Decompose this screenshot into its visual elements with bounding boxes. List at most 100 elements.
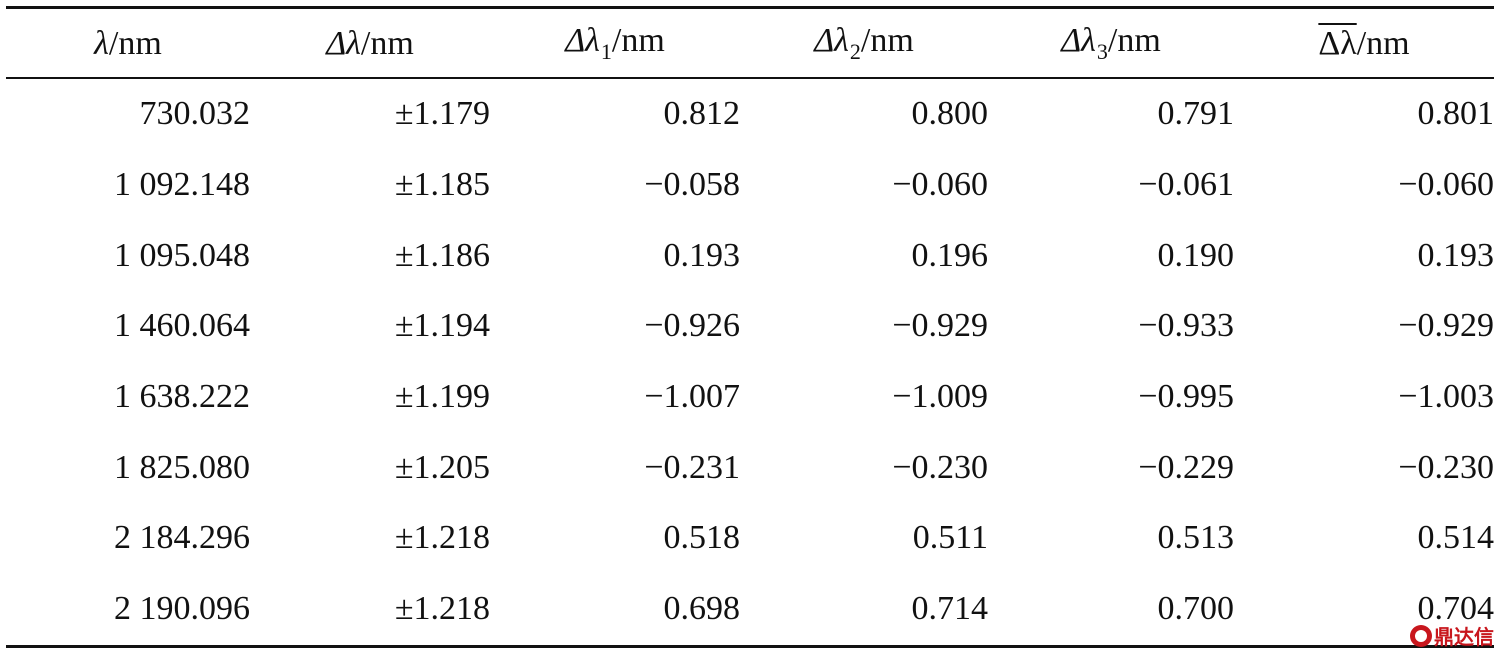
cell-value: 1 638.222: [114, 378, 250, 416]
table-cell: −0.060: [740, 150, 988, 221]
header-symbol: Δλ: [565, 22, 600, 59]
cell-value: −0.058: [644, 166, 740, 204]
table-cell: 0.800: [740, 78, 989, 150]
cell-value: 0.514: [1417, 519, 1495, 557]
header-unit: /nm: [611, 22, 665, 59]
table-row: 1 638.222 ±1.199 −1.007 −1.009 −0.995 −1.003: [6, 362, 1494, 433]
cell-value: 0.193: [1417, 236, 1495, 274]
table-bottom-rule: [6, 645, 1494, 648]
table-cell: 1 095.048: [6, 220, 250, 291]
watermark-text: 鼎达信: [1434, 625, 1494, 649]
header-delta-lambda-2: Δλ2/nm: [740, 9, 988, 78]
header-unit: /nm: [360, 24, 414, 62]
table-top-rule: [6, 6, 1494, 9]
cell-value: −0.933: [1138, 307, 1234, 345]
table-cell: −0.929: [1234, 291, 1494, 362]
table-row: 1 825.080 ±1.205 −0.231 −0.230 −0.229 −0.230: [6, 432, 1494, 503]
cell-value: −1.003: [1398, 378, 1494, 416]
table-cell: ±1.218: [250, 574, 490, 645]
table-cell: 1 092.148: [6, 150, 250, 221]
table-cell: 2 190.096: [6, 574, 250, 645]
table-cell: −0.058: [490, 150, 740, 221]
table-row: 1 460.064 ±1.194 −0.926 −0.929 −0.933 −0.929: [6, 291, 1494, 362]
table-cell: 0.704: [1234, 574, 1495, 645]
table-cell: 0.190: [988, 220, 1235, 291]
table-cell: 0.700: [988, 574, 1235, 645]
header-symbol-overline: Δλ: [1318, 24, 1357, 62]
cell-value: 2 184.296: [114, 519, 250, 557]
header-delta-lambda-3: Δλ3/nm: [988, 9, 1234, 78]
cell-value: 0.704: [1417, 590, 1495, 628]
table-cell: −0.926: [490, 291, 740, 362]
cell-value: −1.007: [644, 378, 740, 416]
cell-value: 1 460.064: [114, 307, 250, 345]
header-subscript: 3: [1096, 39, 1108, 64]
cell-value: −0.995: [1138, 378, 1234, 416]
table-header-rule: [6, 77, 1494, 79]
header-symbol: Δλ: [1061, 22, 1096, 59]
cell-value: −0.229: [1138, 448, 1234, 486]
table-cell: −0.933: [988, 291, 1234, 362]
table-cell: ±1.205: [250, 432, 490, 503]
watermark-logo: 鼎达信: [1410, 621, 1494, 650]
cell-value: −0.060: [892, 166, 988, 204]
table-cell: 0.196: [740, 220, 989, 291]
cell-value: 0.511: [912, 519, 988, 557]
header-row: λ/nm Δλ/nm Δλ1/nm Δλ2/nm Δλ3/nm Δλ/nm: [6, 9, 1494, 78]
header-unit: /nm: [1356, 24, 1410, 62]
table-cell: 0.514: [1234, 503, 1495, 574]
cell-value: −0.061: [1138, 166, 1234, 204]
header-delta-lambda: Δλ/nm: [250, 9, 490, 78]
cell-value: 0.193: [663, 236, 741, 274]
header-unit: /nm: [108, 24, 162, 62]
table-cell: 0.193: [490, 220, 741, 291]
cell-value: −0.926: [644, 307, 740, 345]
table-cell: 1 825.080: [6, 432, 250, 503]
cell-value: −0.231: [644, 448, 740, 486]
cell-value: 0.698: [663, 590, 741, 628]
table-cell: 0.511: [740, 503, 988, 574]
header-symbol: Δλ: [814, 22, 849, 59]
cell-value: 0.518: [663, 519, 741, 557]
cell-value: ±1.185: [394, 166, 490, 204]
cell-value: 1 825.080: [114, 448, 250, 486]
table-cell: −0.231: [490, 432, 740, 503]
table-cell: ±1.194: [250, 291, 490, 362]
cell-value: ±1.194: [394, 307, 490, 345]
cell-value: 730.032: [139, 95, 251, 133]
table-cell: 0.801: [1234, 78, 1495, 150]
cell-value: 0.812: [663, 95, 741, 133]
table-cell: −0.995: [988, 362, 1234, 433]
cell-value: −0.060: [1398, 166, 1494, 204]
table-row: 1 092.148 ±1.185 −0.058 −0.060 −0.061 −0.060: [6, 150, 1494, 221]
cell-value: 0.700: [1157, 590, 1235, 628]
table-cell: ±1.185: [250, 150, 490, 221]
cell-value: 1 092.148: [114, 166, 250, 204]
table-cell: −0.230: [1234, 432, 1494, 503]
table-cell: 1 460.064: [6, 291, 250, 362]
cell-value: 2 190.096: [114, 590, 250, 628]
table-cell: 0.714: [740, 574, 989, 645]
header-delta-lambda-1: Δλ1/nm: [490, 9, 740, 78]
cell-value: 0.800: [911, 95, 989, 133]
header-unit: /nm: [1107, 22, 1161, 59]
data-table: λ/nm Δλ/nm Δλ1/nm Δλ2/nm Δλ3/nm Δλ/nm 73…: [6, 9, 1494, 645]
cell-value: 0.791: [1157, 95, 1235, 133]
cell-value: ±1.218: [394, 590, 490, 628]
cell-value: 1 095.048: [114, 236, 250, 274]
table-cell: 0.812: [490, 78, 741, 150]
cell-value: −1.009: [892, 378, 988, 416]
table-row: 2 190.096 ±1.218 0.698 0.714 0.700 0.704: [6, 574, 1494, 645]
table-cell: −0.061: [988, 150, 1234, 221]
table-cell: −0.229: [988, 432, 1234, 503]
cell-value: ±1.186: [394, 236, 490, 274]
table-row: 1 095.048 ±1.186 0.193 0.196 0.190 0.193: [6, 220, 1494, 291]
cell-value: 0.190: [1157, 236, 1235, 274]
table-cell: 1 638.222: [6, 362, 250, 433]
cell-value: −0.929: [892, 307, 988, 345]
cell-value: −0.230: [892, 448, 988, 486]
header-delta-lambda-mean: Δλ/nm: [1234, 9, 1494, 78]
table-cell: −0.929: [740, 291, 988, 362]
cell-value: ±1.179: [394, 95, 490, 133]
seal-logo-icon: [1410, 624, 1432, 647]
